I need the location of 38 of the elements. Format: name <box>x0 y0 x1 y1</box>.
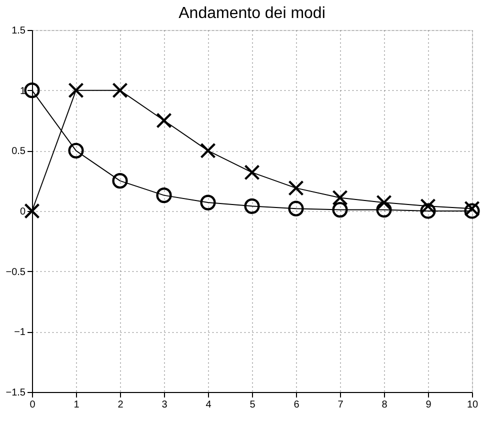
point <box>376 194 392 210</box>
point <box>68 82 84 98</box>
point <box>244 164 260 180</box>
x-tick-label: 3 <box>162 400 168 410</box>
y-tick-label: 0.5 <box>12 146 26 158</box>
point <box>288 200 304 216</box>
point <box>24 82 40 98</box>
x-tick-label: 9 <box>426 400 432 410</box>
point <box>112 173 128 189</box>
point <box>376 202 392 218</box>
point <box>420 198 436 214</box>
x-tick-label: 1 <box>74 400 80 410</box>
point <box>68 142 84 158</box>
y-tick-label: −1 <box>14 327 26 338</box>
point <box>156 188 172 204</box>
point <box>200 194 216 210</box>
x-tick-label: 7 <box>338 400 344 410</box>
x-tick-label: 0 <box>30 400 36 410</box>
point <box>332 190 348 206</box>
y-tick-label: −0.5 <box>6 266 26 278</box>
point <box>288 180 304 196</box>
point <box>156 112 172 128</box>
point <box>24 203 40 219</box>
x-tick-label: 4 <box>206 400 212 410</box>
point <box>112 82 128 98</box>
x-tick-label: 6 <box>294 400 300 410</box>
y-tick-label: 0 <box>20 206 26 218</box>
chart-title: Andamento dei modi <box>178 5 326 22</box>
point <box>332 202 348 218</box>
x-tick-label: 10 <box>466 400 478 410</box>
y-tick-label: −1.5 <box>6 388 26 398</box>
x-tick-label: 8 <box>382 400 388 410</box>
x-tick-label: 2 <box>118 400 124 410</box>
point <box>420 203 436 219</box>
y-tick-label: 1.5 <box>12 26 26 36</box>
point <box>200 142 216 158</box>
x-tick-label: 5 <box>250 400 256 410</box>
point <box>244 198 260 214</box>
